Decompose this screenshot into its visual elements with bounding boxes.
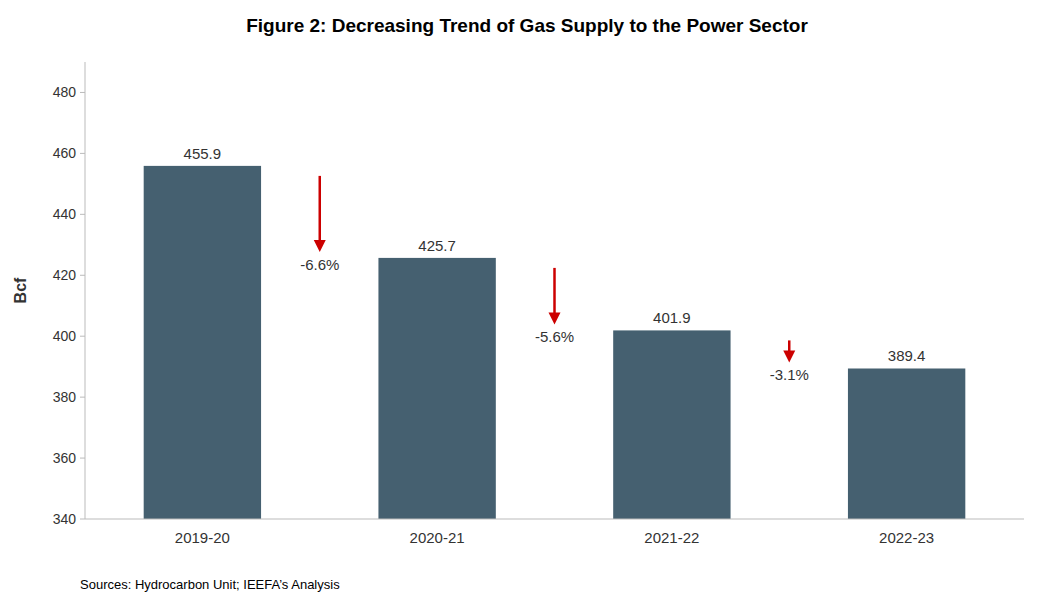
y-tick-label: 480 [53,84,77,100]
y-tick-label: 380 [53,389,77,405]
y-tick [80,519,85,520]
bars [144,166,966,519]
data-label: 401.9 [653,309,691,326]
source-note: Sources: Hydrocarbon Unit; IEEFA’s Analy… [80,577,340,592]
chart: Figure 2: Decreasing Trend of Gas Supply… [0,0,1054,601]
annotations: -6.6% -5.6% -3.1% [300,176,809,384]
y-tick-label: 440 [53,206,77,222]
bar [144,166,261,519]
y-tick [80,397,85,398]
y-tick [80,275,85,276]
y-tick [80,214,85,215]
arrow-shaft [553,268,556,315]
y-tick-label: 460 [53,145,77,161]
arrow-head [549,312,561,324]
x-tick-label: 2019-20 [175,529,230,546]
arrow-head [314,240,326,252]
y-axis-line [85,62,86,519]
bar [848,368,965,519]
annotation-label: -6.6% [300,256,339,273]
arrow-head [783,350,795,362]
data-label: 455.9 [184,145,222,162]
arrow-shaft [319,176,322,242]
x-tick-label: 2020-21 [410,529,465,546]
y-axis-label: Bcf [12,277,29,303]
x-tick-label: 2021-22 [644,529,699,546]
y-tick [80,336,85,337]
y-tick [80,153,85,154]
x-axis-line [85,519,1024,520]
y-tick-label: 400 [53,328,77,344]
bar [613,330,730,519]
y-ticks: 340 360 380 400 420 440 460 480 [53,84,85,527]
y-tick-label: 340 [53,511,77,527]
y-tick [80,92,85,93]
y-tick-label: 360 [53,450,77,466]
data-label: 425.7 [418,237,456,254]
y-tick [80,458,85,459]
title: Figure 2: Decreasing Trend of Gas Supply… [246,15,808,36]
data-label: 389.4 [888,347,926,364]
annotation-label: -3.1% [770,366,809,383]
x-tick-label: 2022-23 [879,529,934,546]
bar [378,258,495,519]
annotation-label: -5.6% [535,328,574,345]
y-tick-label: 420 [53,267,77,283]
